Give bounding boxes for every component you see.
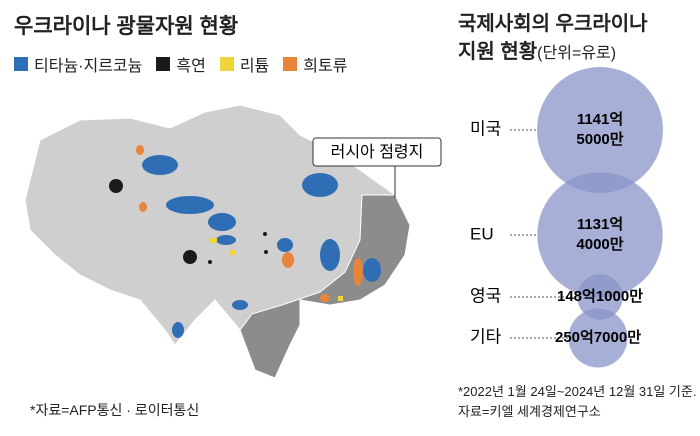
deposit	[183, 250, 197, 264]
category-label: 영국	[470, 286, 501, 305]
bubble	[568, 308, 628, 368]
occupied-area	[239, 194, 411, 379]
deposit	[277, 238, 293, 252]
chart-title: 국제사회의 우크라이나	[458, 13, 648, 35]
deposit	[282, 252, 294, 268]
callout-box	[312, 137, 442, 167]
legend-swatch	[14, 57, 28, 71]
value-label: 250억7000만	[555, 328, 641, 346]
legend-label: 티타늄·지르코늄	[34, 58, 143, 75]
deposit	[136, 145, 144, 155]
legend: 티타늄·지르코늄 흑연 리튬 희토류	[14, 52, 347, 76]
chart-title-line2: 지원 현황	[458, 41, 538, 63]
lithium	[210, 238, 343, 301]
legend-item: 리튬	[219, 52, 270, 76]
value-label: 1141억 5000만	[576, 110, 623, 148]
value-label: 1131억 4000만	[576, 215, 623, 253]
category-label: EU	[470, 224, 494, 243]
category-label: 기타	[470, 327, 502, 346]
deposit	[264, 250, 268, 254]
legend-swatch	[283, 57, 298, 71]
deposit	[208, 213, 236, 231]
deposit	[172, 322, 184, 338]
map-title: 우크라이나 광물자원 현황	[14, 15, 239, 38]
bubble	[577, 274, 623, 320]
note-line: 자료=키엘 세계경제연구소	[458, 404, 601, 419]
legend-item: 티타늄·지르코늄	[14, 52, 142, 76]
deposit	[338, 296, 343, 301]
deposit	[216, 235, 236, 245]
bubble	[537, 172, 663, 298]
deposit	[320, 239, 340, 271]
deposit	[210, 238, 217, 243]
occupied-label: 러시아 점령지	[331, 143, 424, 161]
deposit	[208, 260, 212, 264]
legend-label: 흑연	[176, 58, 206, 75]
legend-label: 리튬	[239, 58, 270, 75]
note-line: *2022년 1월 24일~2024년 12월 31일 기준.	[458, 384, 697, 399]
graphite	[109, 179, 268, 264]
source: *자료=AFP통신 · 로이터통신	[30, 402, 200, 418]
legend-item: 흑연	[156, 52, 206, 76]
legend-label: 희토류	[303, 58, 348, 75]
deposit	[166, 196, 214, 214]
deposit	[353, 258, 363, 286]
rare-earth	[136, 145, 363, 302]
deposit	[109, 179, 123, 193]
deposit	[263, 232, 267, 236]
deposit	[302, 173, 338, 197]
value-label: 148억1000만	[557, 287, 643, 305]
deposit	[230, 250, 235, 255]
deposit	[139, 202, 147, 212]
titanium-zirconium	[142, 155, 381, 338]
deposit	[363, 258, 381, 282]
note: *2022년 1월 24일~2024년 12월 31일 기준. 자료=키엘 세계경…	[458, 382, 696, 422]
legend-swatch	[156, 57, 171, 71]
deposit	[232, 300, 248, 310]
unit: (단위=유로)	[537, 45, 617, 62]
bubble	[537, 67, 663, 193]
legend-swatch	[219, 57, 234, 71]
category-label: 미국	[470, 119, 501, 138]
map: 러시아 점령지	[24, 104, 442, 379]
deposit	[142, 155, 178, 175]
deposit	[320, 294, 330, 302]
legend-item: 희토류	[283, 52, 347, 76]
